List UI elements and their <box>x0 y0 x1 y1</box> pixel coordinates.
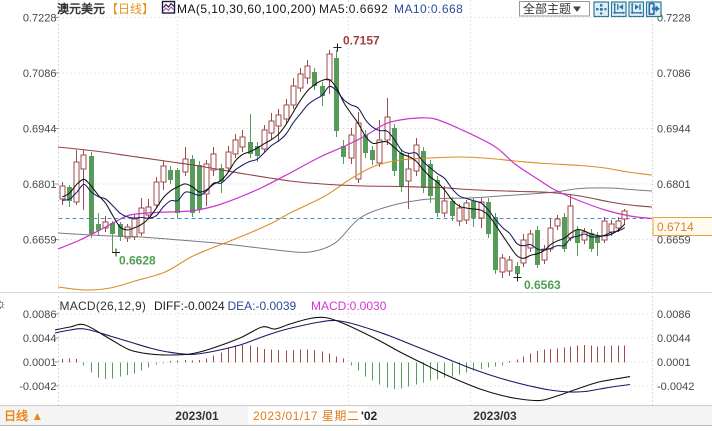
svg-text:0.7086: 0.7086 <box>23 68 57 80</box>
svg-text:MA10:0.668: MA10:0.668 <box>394 2 463 16</box>
svg-text:0.6801: 0.6801 <box>23 179 57 191</box>
svg-text:MACD:0.0030: MACD:0.0030 <box>311 299 387 313</box>
svg-text:全部主题: 全部主题 <box>523 1 571 16</box>
svg-text:2023/01: 2023/01 <box>175 409 219 423</box>
svg-text:0.6659: 0.6659 <box>23 235 57 247</box>
svg-text:0.6714: 0.6714 <box>657 220 694 234</box>
svg-text:0.6628: 0.6628 <box>119 254 156 268</box>
svg-text:澳元美元: 澳元美元 <box>57 1 105 16</box>
svg-text:☼: ☼ <box>0 295 7 311</box>
svg-text:0.0044: 0.0044 <box>23 333 57 345</box>
svg-text:0.6944: 0.6944 <box>657 124 691 136</box>
svg-text:日线 ▲: 日线 ▲ <box>4 408 43 423</box>
svg-text:0.7228: 0.7228 <box>657 13 691 25</box>
svg-text:DEA:-0.0039: DEA:-0.0039 <box>228 299 297 313</box>
svg-text:2023/03: 2023/03 <box>473 409 517 423</box>
svg-text:0.7086: 0.7086 <box>657 68 691 80</box>
svg-text:-0.0042: -0.0042 <box>657 381 694 393</box>
svg-text:0.6801: 0.6801 <box>657 179 691 191</box>
svg-text:0.0086: 0.0086 <box>657 309 691 321</box>
svg-text:0.0044: 0.0044 <box>657 333 691 345</box>
svg-text:【日线】: 【日线】 <box>106 2 154 16</box>
svg-text:0.0001: 0.0001 <box>23 357 57 369</box>
svg-text:MA5:0.6692: MA5:0.6692 <box>319 2 388 16</box>
svg-text:DIFF:-0.0024: DIFF:-0.0024 <box>154 299 225 313</box>
svg-text:0.6563: 0.6563 <box>524 278 561 292</box>
svg-text:0.7157: 0.7157 <box>343 34 380 48</box>
svg-text:'02: '02 <box>361 409 378 423</box>
svg-text:0.6659: 0.6659 <box>657 235 691 247</box>
svg-text:2023/01/17 星期二: 2023/01/17 星期二 <box>253 409 359 423</box>
svg-text:0.6944: 0.6944 <box>23 124 57 136</box>
svg-text:0.0001: 0.0001 <box>657 357 691 369</box>
svg-text:0.7228: 0.7228 <box>23 13 57 25</box>
svg-text:MA(5,10,30,60,100,200): MA(5,10,30,60,100,200) <box>177 2 316 16</box>
svg-text:0.0086: 0.0086 <box>23 309 57 321</box>
svg-text:-0.0042: -0.0042 <box>19 381 56 393</box>
svg-text:MACD(26,12,9): MACD(26,12,9) <box>60 299 147 313</box>
